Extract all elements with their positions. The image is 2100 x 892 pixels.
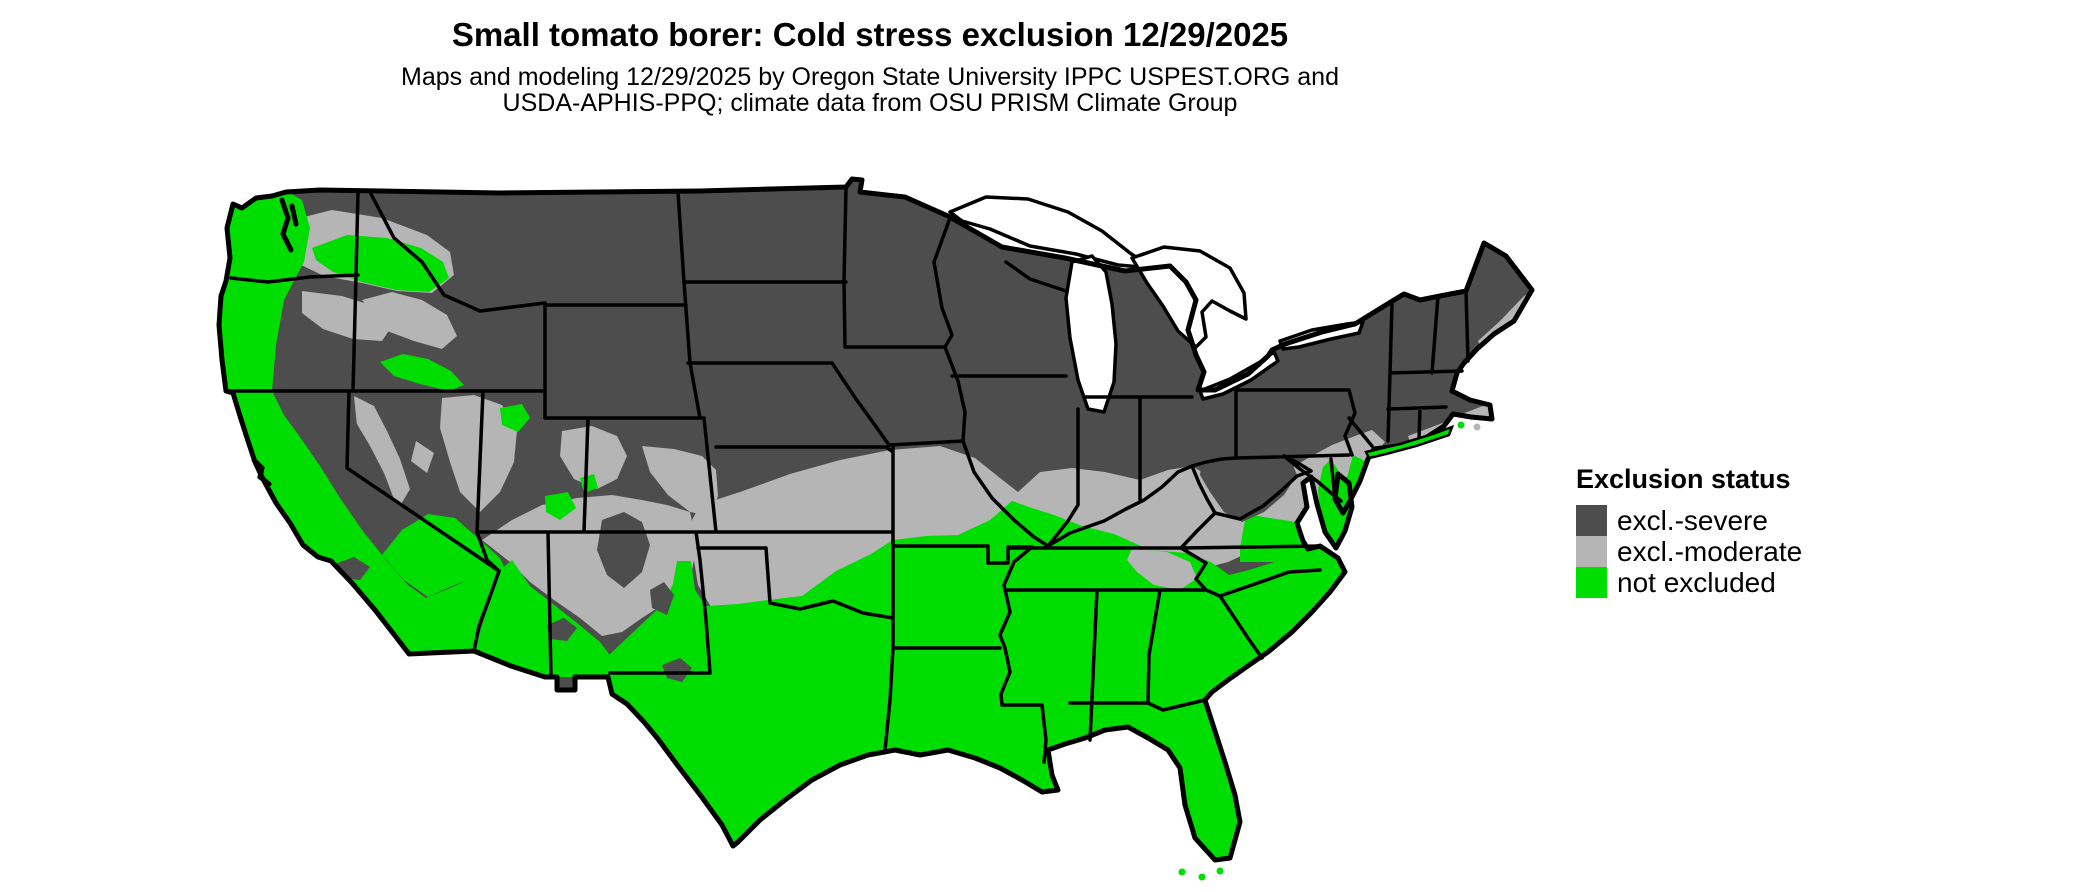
page-title: Small tomato borer: Cold stress exclusio… — [451, 16, 1289, 53]
legend-item-moderate: excl.-moderate — [1576, 536, 1802, 567]
puget-sound — [279, 197, 299, 253]
new-england-islands — [1457, 421, 1481, 431]
legend-swatch-not-excluded — [1576, 567, 1607, 598]
map-region-moderate-appalachia — [1127, 548, 1197, 590]
san-francisco-bay — [251, 457, 272, 487]
legend-swatch-moderate — [1576, 536, 1607, 567]
map-attribution: Maps and modeling 12/29/2025 by Oregon S… — [140, 64, 1600, 116]
legend-heading: Exclusion status — [1576, 464, 1791, 494]
attribution-line-1: Maps and modeling 12/29/2025 by Oregon S… — [401, 63, 1339, 91]
legend: Exclusion status excl.-severe excl.-mode… — [1576, 464, 1802, 598]
attribution-line-2: USDA-APHIS-PPQ; climate data from OSU PR… — [502, 89, 1238, 117]
legend-swatch-severe — [1576, 505, 1607, 536]
legend-item-severe: excl.-severe — [1576, 505, 1802, 536]
us-outline — [216, 176, 1535, 863]
legend-label-moderate: excl.-moderate — [1617, 536, 1803, 567]
state-borders — [224, 185, 1470, 764]
lake-huron — [1130, 245, 1248, 349]
legend-label-severe: excl.-severe — [1617, 505, 1768, 536]
florida-keys — [1178, 867, 1224, 881]
title-block: Small tomato borer: Cold stress exclusio… — [140, 16, 1600, 116]
legend-item-not-excluded: not excluded — [1576, 567, 1802, 598]
long-island — [1364, 424, 1455, 460]
legend-label-not-excluded: not excluded — [1617, 567, 1776, 598]
